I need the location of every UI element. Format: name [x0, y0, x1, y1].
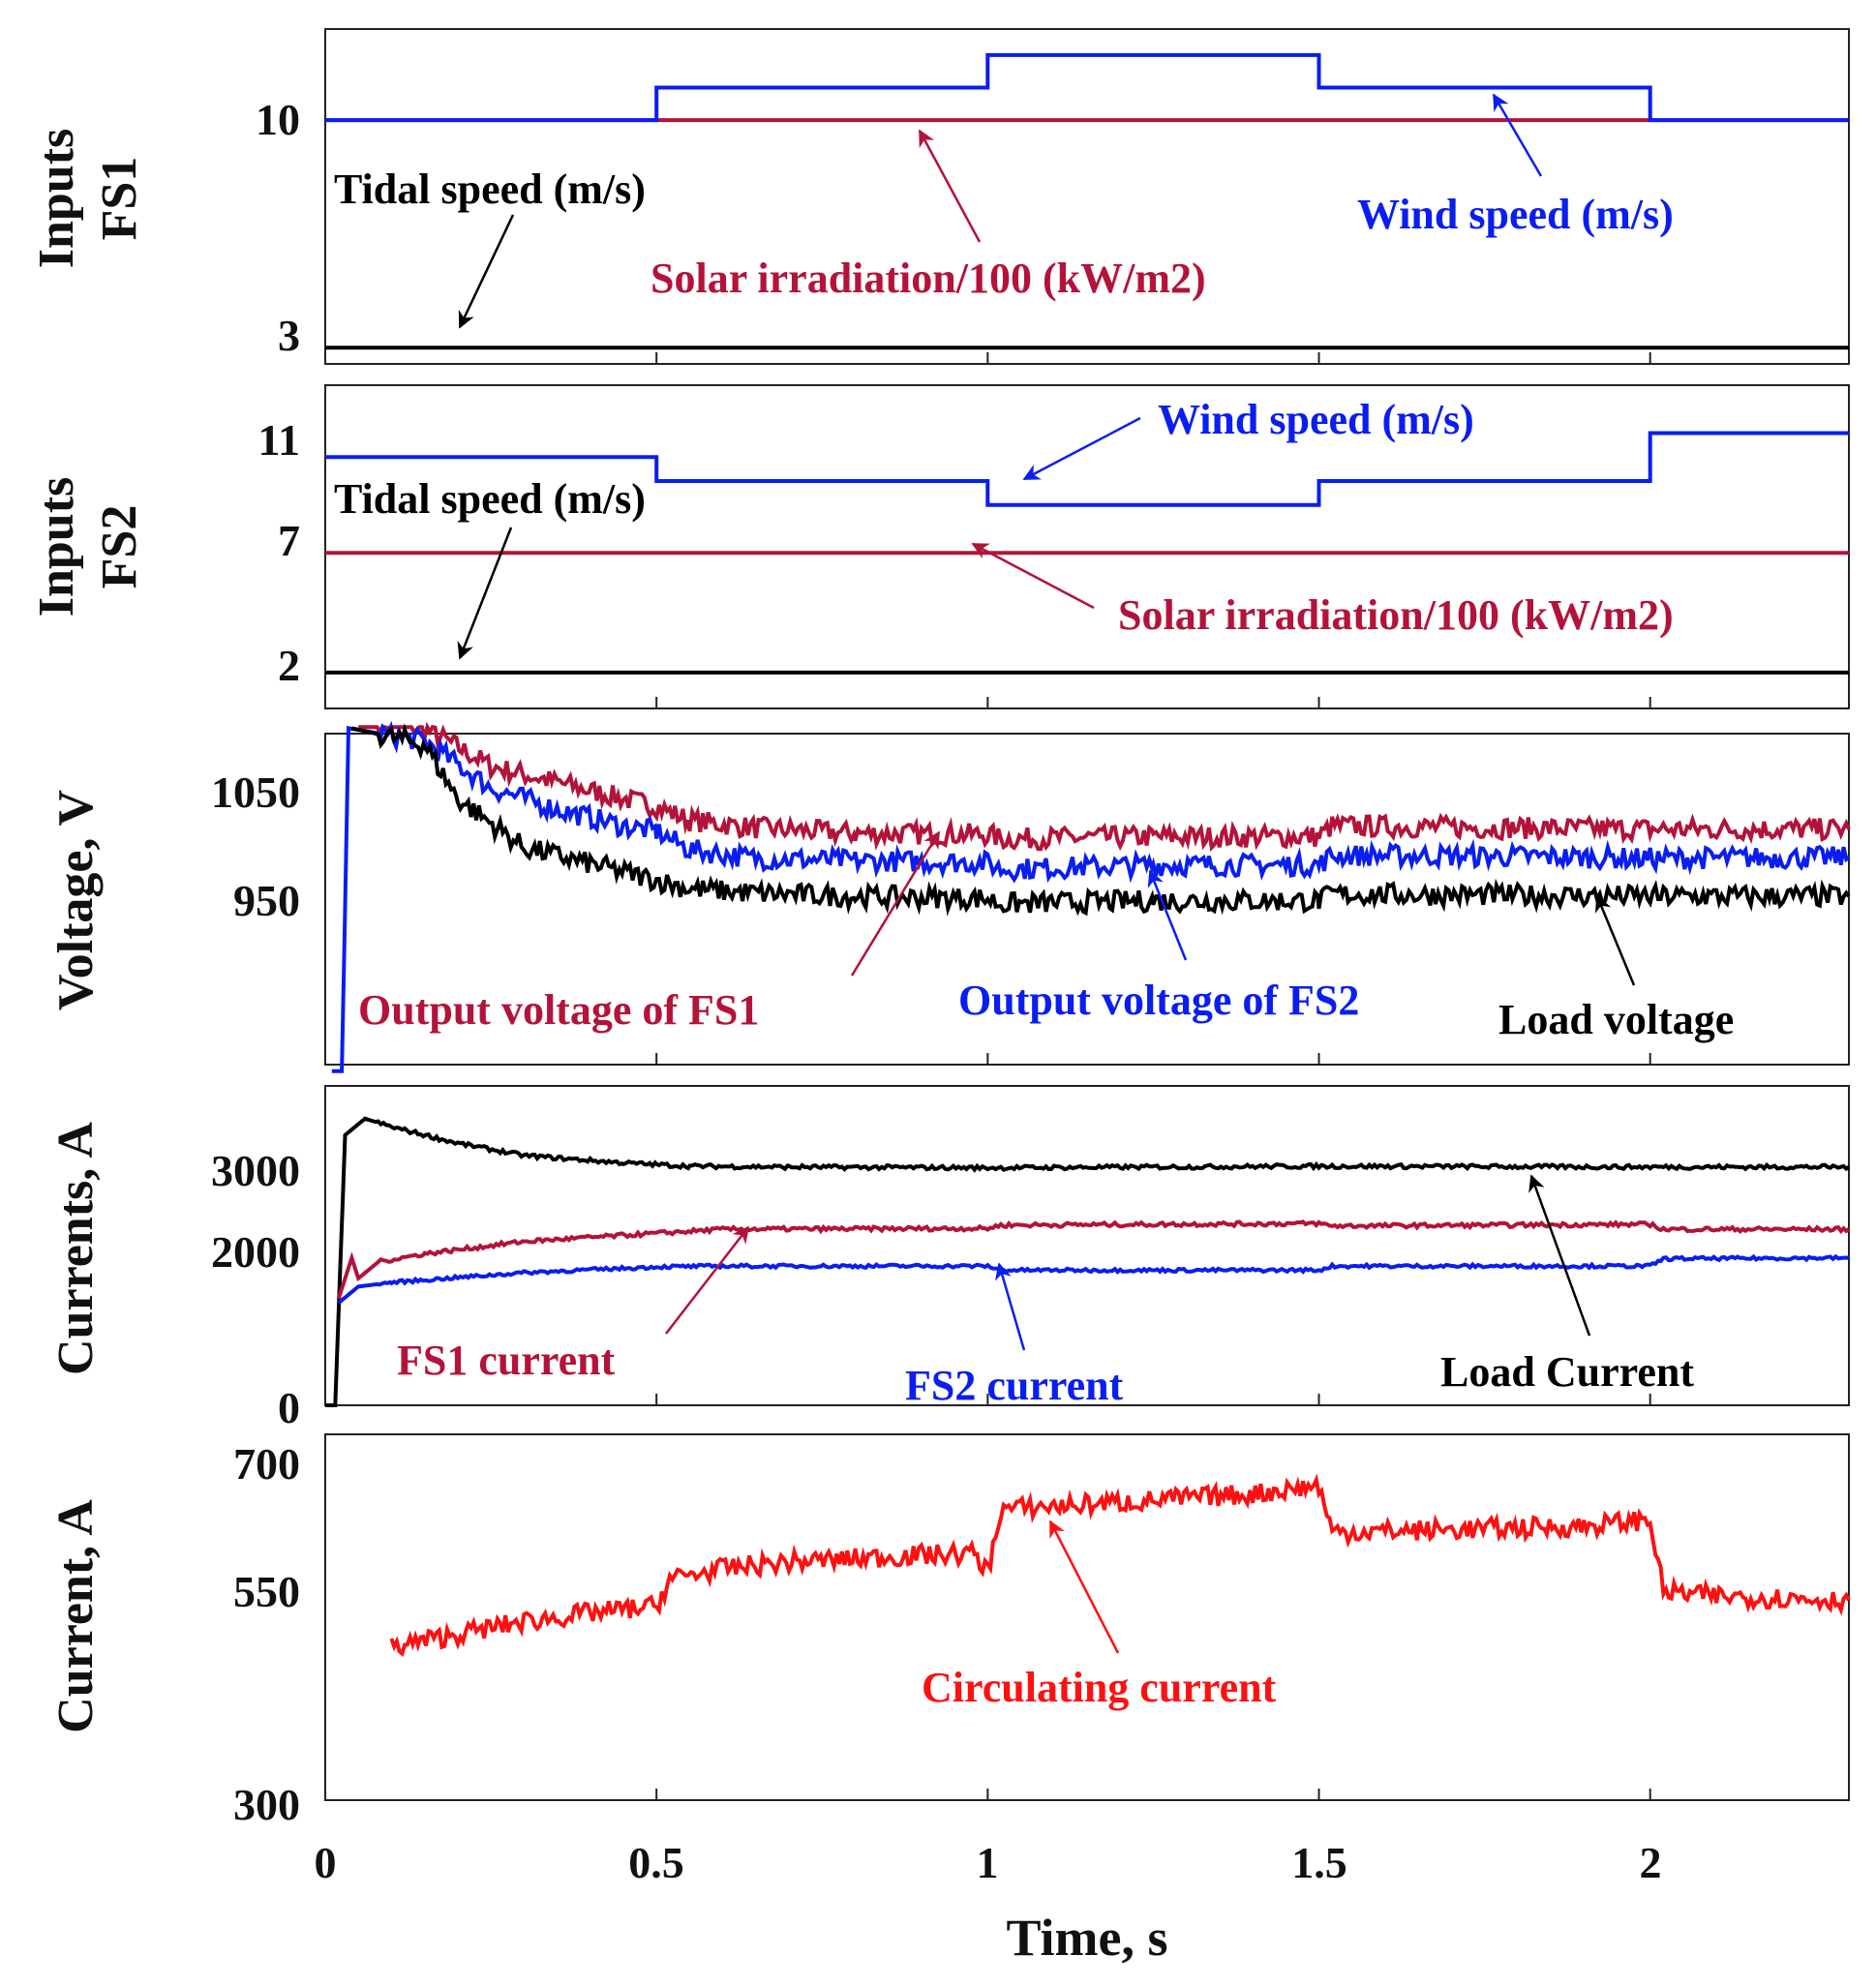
- plot-frame: [324, 1433, 1850, 1801]
- plot-frame: [324, 1085, 1850, 1406]
- annotation-wind-speed: Wind speed (m/s): [1357, 191, 1674, 238]
- panel-voltage: 950 1050 Voltage, V Output voltage of FS…: [48, 720, 1851, 1073]
- annotation-fs1-voltage: Output voltage of FS1: [358, 986, 759, 1034]
- y-tick-label: 10: [256, 95, 300, 144]
- series-fs2-voltage-line: [331, 720, 1851, 1073]
- annotation-arrow: [457, 527, 513, 660]
- y-tick-labels: 0 2000 3000: [211, 1146, 300, 1432]
- y-tick-label: 7: [278, 516, 300, 565]
- annotation-arrow: [1147, 869, 1188, 961]
- annotation-arrow: [1594, 894, 1636, 986]
- annotation-arrow: [995, 1262, 1026, 1351]
- y-tick-label: 2000: [211, 1227, 300, 1277]
- x-tick-label: 0.5: [628, 1838, 684, 1887]
- x-tick-label: 1: [977, 1838, 999, 1887]
- series-lines: [325, 1116, 1851, 1407]
- y-tick-label: 3000: [211, 1146, 300, 1195]
- series-load-current-line: [325, 1116, 1851, 1407]
- y-tick-labels: 10 3: [256, 95, 300, 360]
- annotation-arrow: [1492, 93, 1543, 177]
- y-tick-label: 3: [278, 311, 300, 360]
- y-axis-label: Voltage, V: [48, 790, 104, 1010]
- y-axis-label: Inputs: [29, 129, 84, 269]
- annotation-arrow: [971, 542, 1095, 610]
- x-ticks: [324, 352, 1651, 1800]
- annotation-fs2-voltage: Output voltage of FS2: [958, 977, 1359, 1024]
- annotation-solar-irradiation: Solar irradiation/100 (kW/m2): [1118, 591, 1674, 639]
- y-axis-label: Current, A: [48, 1499, 104, 1733]
- annotation-fs1-current: FS1 current: [397, 1337, 616, 1384]
- y-axis-label: Currents, A: [48, 1122, 104, 1375]
- series-fs1-current-line: [336, 1219, 1851, 1300]
- y-tick-label: 950: [233, 876, 300, 925]
- annotations: Output voltage of FS1 Output voltage of …: [358, 830, 1734, 1043]
- annotations: Wind speed (m/s) Tidal speed (m/s) Solar…: [334, 396, 1674, 660]
- series-wind-speed-line: [325, 431, 1849, 507]
- y-tick-labels: 2 7 11: [258, 415, 300, 690]
- series-lines: [389, 1473, 1851, 1658]
- y-tick-label: 550: [233, 1567, 300, 1616]
- annotation-load-current: Load Current: [1440, 1348, 1694, 1396]
- plot-frame: [324, 384, 1850, 709]
- panel-circulating-current: 300 550 700 Current, A Circulating curre…: [48, 1433, 1851, 1829]
- y-axis-label: Inputs: [29, 477, 84, 617]
- plot-frame: [324, 28, 1850, 365]
- annotation-tidal-speed: Tidal speed (m/s): [334, 475, 646, 523]
- y-axis-label: FS1: [92, 157, 147, 241]
- y-tick-label: 11: [258, 415, 300, 465]
- y-tick-label: 2: [278, 641, 300, 690]
- annotation-arrow: [458, 214, 515, 329]
- annotations: Circulating current: [922, 1520, 1277, 1711]
- plot-frame: [324, 733, 1850, 1066]
- annotation-circulating-current: Circulating current: [922, 1664, 1277, 1711]
- series-fs1-voltage-line: [358, 721, 1851, 853]
- annotation-tidal-speed: Tidal speed (m/s): [334, 166, 646, 213]
- annotation-load-voltage: Load voltage: [1498, 996, 1734, 1043]
- annotation-wind-speed: Wind speed (m/s): [1158, 396, 1474, 443]
- y-tick-labels: 950 1050: [211, 767, 300, 925]
- series-circulating-current-line: [389, 1473, 1851, 1658]
- annotation-solar-irradiation: Solar irradiation/100 (kW/m2): [651, 255, 1206, 302]
- annotation-arrow: [850, 830, 941, 977]
- series-fs2-current-line: [337, 1253, 1850, 1305]
- y-tick-label: 1050: [211, 767, 300, 817]
- x-axis: 0 0.5 1 1.5 2 Time, s: [315, 352, 1662, 1967]
- annotation-fs2-current: FS2 current: [905, 1362, 1124, 1409]
- annotation-arrow: [918, 129, 982, 243]
- y-tick-label: 700: [233, 1439, 300, 1489]
- annotation-arrow: [665, 1225, 750, 1335]
- annotations: Tidal speed (m/s) Solar irradiation/100 …: [334, 93, 1674, 329]
- panel-inputs-fs1: 10 3 Inputs FS1 Tidal speed (m/s) Solar …: [29, 28, 1850, 365]
- series-lines: [325, 52, 1849, 350]
- y-tick-labels: 300 550 700: [233, 1439, 300, 1829]
- x-axis-label: Time, s: [1006, 1909, 1167, 1967]
- annotation-arrow: [1022, 416, 1141, 481]
- panel-inputs-fs2: 2 7 11 Inputs FS2 Wind speed (m/s) Tidal…: [29, 384, 1850, 709]
- annotation-arrow: [1528, 1174, 1591, 1337]
- x-tick-label: 0: [315, 1838, 337, 1887]
- y-axis-label: FS2: [92, 505, 147, 589]
- series-lines: [325, 431, 1849, 675]
- x-tick-label: 2: [1640, 1838, 1662, 1887]
- y-tick-label: 300: [233, 1780, 300, 1829]
- series-wind-speed-line: [325, 52, 1849, 123]
- panel-currents: 0 2000 3000 Currents, A FS1 current FS2 …: [48, 1085, 1851, 1432]
- annotations: FS1 current FS2 current Load Current: [397, 1174, 1694, 1409]
- x-tick-label: 1.5: [1291, 1838, 1347, 1887]
- annotation-arrow: [1048, 1520, 1120, 1654]
- y-tick-label: 0: [278, 1383, 300, 1432]
